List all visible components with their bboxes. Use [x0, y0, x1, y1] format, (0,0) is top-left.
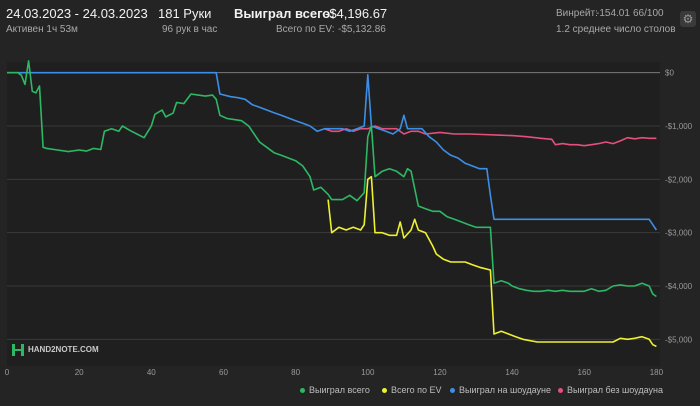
series-won-total [7, 60, 657, 298]
x-tick-label: 60 [219, 368, 228, 377]
y-tick-label: $0 [665, 69, 674, 78]
series-showdown [7, 71, 658, 231]
ev-total-label: Всего по EV: [276, 24, 335, 35]
x-tick-label: 40 [147, 368, 156, 377]
won-total-value: -$4,196.67 [325, 6, 388, 21]
x-tick-label: 140 [505, 368, 519, 377]
x-tick-label: 160 [578, 368, 592, 377]
x-tick-label: 120 [433, 368, 447, 377]
chart-series [7, 60, 658, 348]
gear-icon[interactable]: ⚙ [680, 11, 696, 27]
x-tick-label: 180 [650, 368, 664, 377]
won-total-label: Выиграл всего: [234, 6, 335, 21]
legend-dot [300, 388, 305, 394]
date-range: 24.03.2023 - 24.03.2023 [6, 6, 148, 21]
series-ev-total [327, 175, 657, 348]
legend-item-won-total[interactable]: Выиграл всего [300, 385, 370, 395]
average-tables: 1.2 среднее число столов [556, 24, 676, 35]
x-tick-label: 100 [361, 368, 375, 377]
y-tick-label: -$3,000 [665, 229, 693, 238]
active-time: Активен 1ч 53м [6, 24, 78, 35]
legend-label: Выиграл на шоудауне [459, 385, 551, 395]
legend-label: Всего по EV [391, 385, 442, 395]
summary-header: 24.03.2023 - 24.03.2023 Активен 1ч 53м 1… [0, 4, 700, 38]
y-axis: $0 -$1,000 -$2,000 -$3,000 -$4,000 -$5,000 [665, 69, 693, 345]
plot-area [7, 62, 660, 366]
winrate-label: Винрейт: [556, 8, 598, 19]
x-tick-label: 20 [75, 368, 84, 377]
legend-item-showdown[interactable]: Выиграл на шоудауне [450, 385, 551, 395]
legend-item-ev-total[interactable]: Всего по EV [382, 385, 441, 395]
hand2note-logo: HAND2NOTE.COM [12, 344, 99, 356]
hands-per-hour: 96 рук в час [162, 24, 218, 35]
y-tick-label: -$4,000 [665, 282, 693, 291]
ev-total-value: -$5,132.86 [338, 24, 386, 35]
x-tick-label: 0 [5, 368, 10, 377]
hands-count: 181 Руки [158, 6, 212, 21]
chart-grid [7, 62, 660, 366]
winrate-sample: 66/100 [633, 8, 664, 19]
x-tick-label: 80 [291, 368, 300, 377]
legend-label: Выиграл без шоудауна [567, 385, 663, 395]
legend-dot [450, 388, 455, 394]
winrate-value: -154.01 [596, 8, 630, 19]
y-tick-label: -$1,000 [665, 122, 693, 131]
hand2note-logo-icon [12, 344, 24, 356]
legend-dot [382, 388, 387, 394]
legend-dot [558, 388, 563, 394]
x-axis: 0 20 40 60 80 100 120 140 160 180 [5, 368, 664, 377]
legend-label: Выиграл всего [309, 385, 370, 395]
hand2note-logo-text: HAND2NOTE.COM [28, 345, 99, 355]
legend-item-non-showdown[interactable]: Выиграл без шоудауна [558, 385, 663, 395]
y-tick-label: -$2,000 [665, 175, 693, 184]
y-tick-label: -$5,000 [665, 335, 693, 344]
